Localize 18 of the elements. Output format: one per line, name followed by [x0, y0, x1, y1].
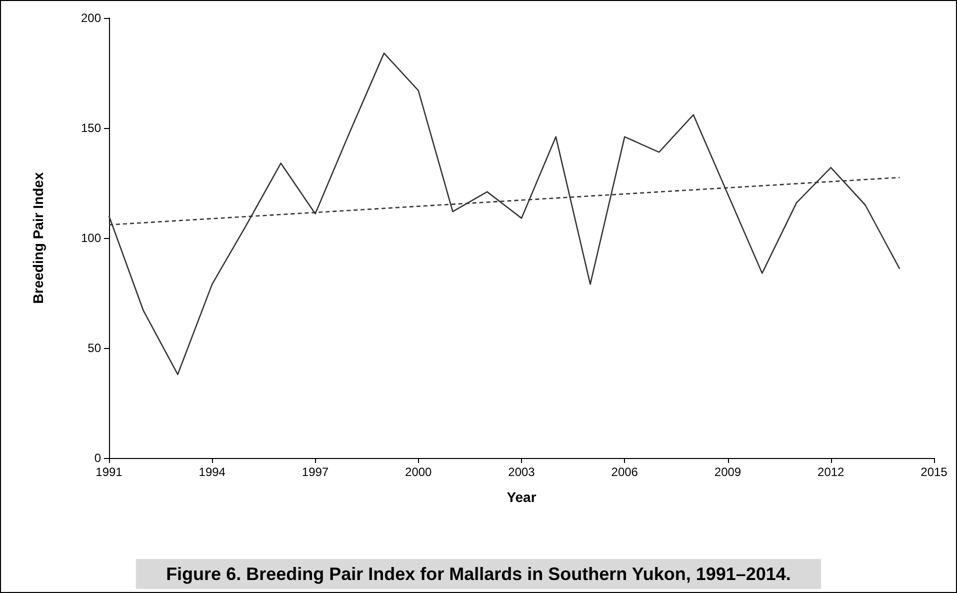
- x-tick-label: 2003: [508, 465, 536, 479]
- y-tick-label: 50: [88, 341, 102, 355]
- x-tick-label: 1994: [198, 465, 226, 479]
- y-tick-label: 200: [80, 11, 102, 25]
- x-tick-label: 1997: [302, 465, 329, 479]
- x-axis-title: Year: [506, 489, 537, 505]
- x-tick-label: 2009: [714, 465, 742, 479]
- x-tick-label: 2006: [611, 465, 638, 479]
- y-tick-label: 150: [80, 121, 102, 135]
- x-tick-label: 2012: [818, 465, 845, 479]
- x-tick-label: 2015: [920, 465, 948, 479]
- x-tick-label: 2000: [405, 465, 432, 479]
- y-tick-label: 100: [80, 231, 102, 245]
- line-series: [108, 52, 900, 376]
- y-tick-label: 0: [94, 451, 102, 465]
- text: Figure 6. Breeding Pair Index for Mallards in Southern Yukon, 1991–2014.: [166, 564, 791, 584]
- x-tick-label: 1991: [96, 465, 123, 479]
- y-axis-title: Breeding Pair Index: [30, 172, 46, 304]
